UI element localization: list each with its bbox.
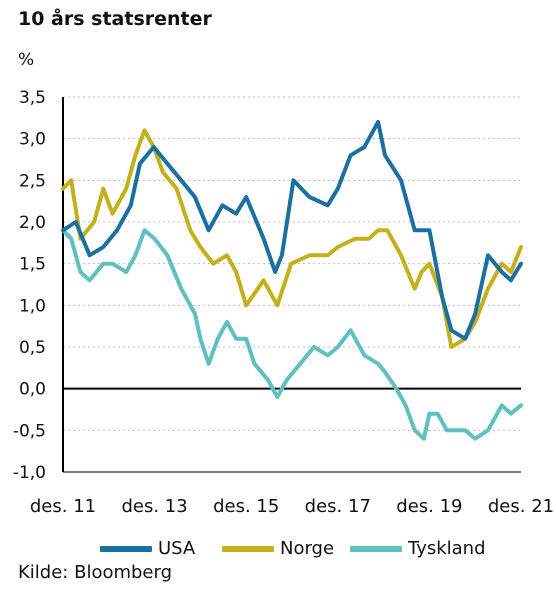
y-tick-label: -0,5: [13, 421, 46, 441]
legend-label-norge: Norge: [280, 538, 335, 559]
x-tick-label: des. 17: [305, 496, 371, 517]
y-tick-label: 1,0: [19, 296, 46, 316]
y-tick-label: 3,5: [19, 88, 46, 108]
legend-label-usa: USA: [158, 538, 196, 559]
y-tick-label: 2,0: [19, 213, 46, 233]
y-tick-label: 0,0: [19, 380, 46, 400]
x-tick-labels: des. 11 des. 13 des. 15 des. 17 des. 19 des. …: [30, 496, 554, 517]
x-tick-label: des. 15: [213, 496, 279, 517]
series-lines: [61, 120, 523, 441]
y-tick-label: 3,0: [19, 130, 46, 150]
legend-swatch-tyskland: [350, 545, 402, 552]
series-line-usa: [61, 120, 523, 341]
legend-item-tyskland: Tyskland: [350, 538, 486, 559]
x-tick-label: des. 13: [121, 496, 187, 517]
axes: [62, 97, 521, 473]
source-note: Kilde: Bloomberg: [18, 562, 173, 583]
legend-label-tyskland: Tyskland: [408, 538, 486, 559]
legend-swatch-norge: [222, 545, 274, 552]
legend: USA Norge Tyskland: [0, 538, 556, 562]
y-tick-label: 0,5: [19, 338, 46, 358]
legend-swatch-usa: [100, 545, 152, 552]
y-axis-unit-label: %: [18, 50, 35, 70]
chart-title: 10 års statsrenter: [18, 8, 212, 30]
y-tick-label: -1,0: [13, 463, 46, 483]
x-tick-label: des. 21: [488, 496, 554, 517]
x-tick-label: des. 11: [30, 496, 96, 517]
legend-item-usa: USA: [100, 538, 195, 559]
series-line-norge: [61, 128, 523, 349]
y-tick-label: 2,5: [19, 171, 46, 191]
legend-item-norge: Norge: [222, 538, 334, 559]
x-tick-label: des. 19: [396, 496, 462, 517]
y-tick-label: 1,5: [19, 255, 46, 275]
series-line-tyskland: [61, 228, 523, 441]
y-tick-labels: 3,5 3,0 2,5 2,0 1,5 1,0 0,5 0,0 -0,5 -1,0: [13, 88, 46, 483]
